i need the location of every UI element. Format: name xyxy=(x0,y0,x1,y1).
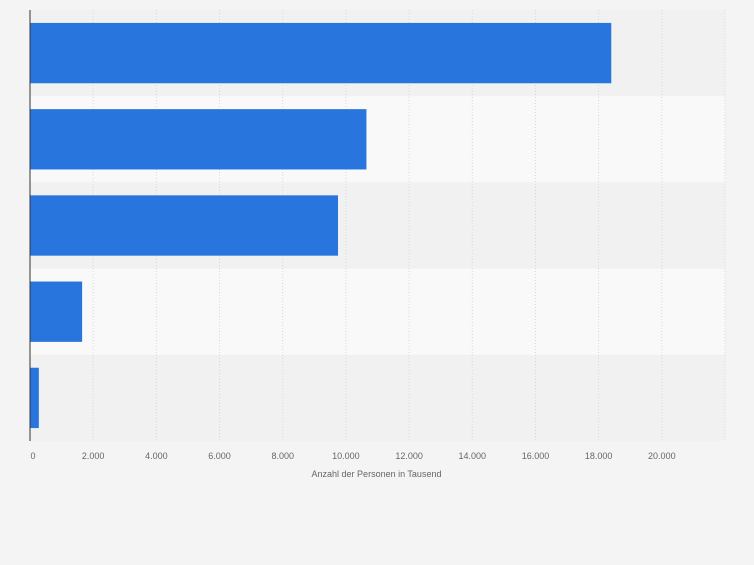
x-tick-label: 6.000 xyxy=(208,451,231,461)
x-tick-label: 18.000 xyxy=(585,451,613,461)
bar xyxy=(30,281,83,342)
x-tick-label: 0 xyxy=(30,451,35,461)
x-axis-label: Anzahl der Personen in Tausend xyxy=(312,469,442,479)
bar xyxy=(30,195,339,256)
x-tick-label: 4.000 xyxy=(145,451,168,461)
x-tick-label: 10.000 xyxy=(332,451,360,461)
x-tick-label: 16.000 xyxy=(522,451,550,461)
bars xyxy=(30,22,612,429)
x-tick-label: 8.000 xyxy=(271,451,294,461)
bar xyxy=(30,22,612,84)
bar xyxy=(30,109,367,170)
x-tick-label: 12.000 xyxy=(395,451,423,461)
x-tick-label: 2.000 xyxy=(82,451,105,461)
bar xyxy=(30,367,39,429)
x-tick-label: 14.000 xyxy=(459,451,487,461)
x-axis-ticks: 0 2.000 4.000 6.000 8.000 10.000 12.000 14.000 1… xyxy=(30,451,675,461)
category-bands xyxy=(30,10,725,441)
category-band xyxy=(30,354,725,441)
x-tick-label: 20.000 xyxy=(648,451,676,461)
category-band xyxy=(30,268,725,355)
